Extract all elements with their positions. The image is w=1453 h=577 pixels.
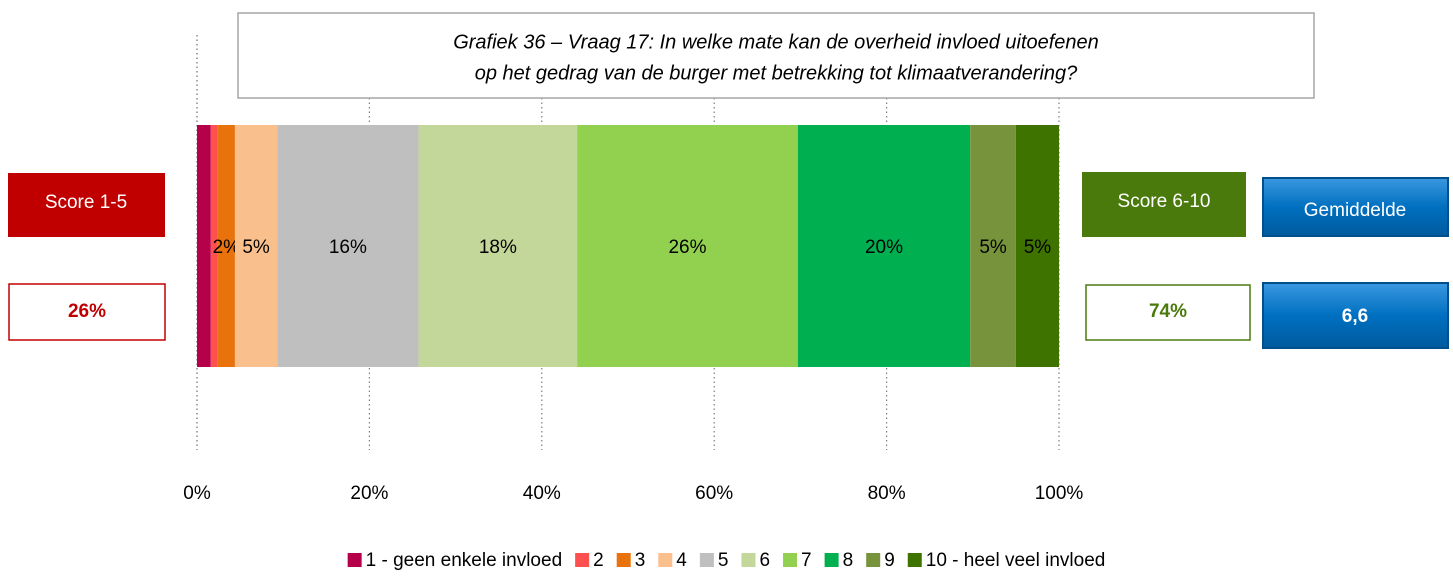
data-label: 5% [979, 237, 1007, 258]
chart-title: Grafiek 36 – Vraag 17: In welke mate kan… [453, 31, 1099, 53]
legend-swatch [866, 553, 881, 567]
high-label: Score 6-10 [1118, 191, 1211, 212]
bar-segment [970, 125, 1016, 367]
data-label: 16% [329, 237, 367, 258]
x-tick-label: 20% [350, 483, 388, 504]
bar-segment [797, 125, 971, 367]
bar-segment [1015, 125, 1059, 367]
data-label: 18% [479, 237, 517, 258]
data-label: 5% [242, 237, 270, 258]
x-tick-label: 60% [695, 483, 733, 504]
bar-segment [217, 125, 235, 367]
mean-label-box [1262, 177, 1449, 237]
legend-swatch [741, 553, 756, 567]
legend-swatch [616, 553, 631, 567]
legend-swatch [699, 553, 714, 567]
mean-value: 6,6 [1342, 306, 1368, 327]
chart-title: op het gedrag van de burger met betrekki… [475, 62, 1078, 84]
legend-label: 3 [635, 550, 646, 571]
data-label: 20% [865, 237, 903, 258]
legend-label: 9 [884, 550, 895, 571]
data-label: 26% [668, 237, 706, 258]
legend-swatch [575, 553, 590, 567]
title-box [237, 12, 1315, 99]
low-value: 26% [68, 301, 106, 322]
low-value-box [8, 283, 166, 341]
high-value-box [1085, 284, 1251, 341]
low-label: Score 1-5 [45, 192, 127, 213]
high-value: 74% [1149, 301, 1187, 322]
low-label-box [8, 173, 165, 237]
legend-label: 4 [676, 550, 687, 571]
legend-label: 2 [593, 550, 604, 571]
data-label: 5% [1024, 237, 1052, 258]
bar-segment [577, 125, 798, 367]
legend-swatch [658, 553, 673, 567]
high-label-box [1082, 172, 1246, 237]
legend-label: 1 - geen enkele invloed [366, 550, 562, 571]
x-tick-label: 40% [523, 483, 561, 504]
legend-label: 7 [801, 550, 812, 571]
legend-label: 8 [843, 550, 854, 571]
x-tick-label: 100% [1035, 483, 1084, 504]
data-label: 2% [213, 237, 241, 258]
bar-segment [418, 125, 578, 367]
bar-segment [197, 125, 211, 367]
bar-segment [277, 125, 419, 367]
legend-swatch [347, 553, 362, 567]
legend-swatch [907, 553, 922, 567]
legend-label: 5 [718, 550, 729, 571]
bar-segment [234, 125, 278, 367]
mean-value-box [1262, 282, 1449, 349]
legend-label: 10 - heel veel invloed [926, 550, 1106, 571]
legend-swatch [824, 553, 839, 567]
x-tick-label: 80% [868, 483, 906, 504]
x-tick-label: 0% [183, 483, 211, 504]
legend-swatch [783, 553, 798, 567]
bar-segment [210, 125, 218, 367]
mean-label: Gemiddelde [1304, 200, 1406, 221]
legend-label: 6 [759, 550, 770, 571]
